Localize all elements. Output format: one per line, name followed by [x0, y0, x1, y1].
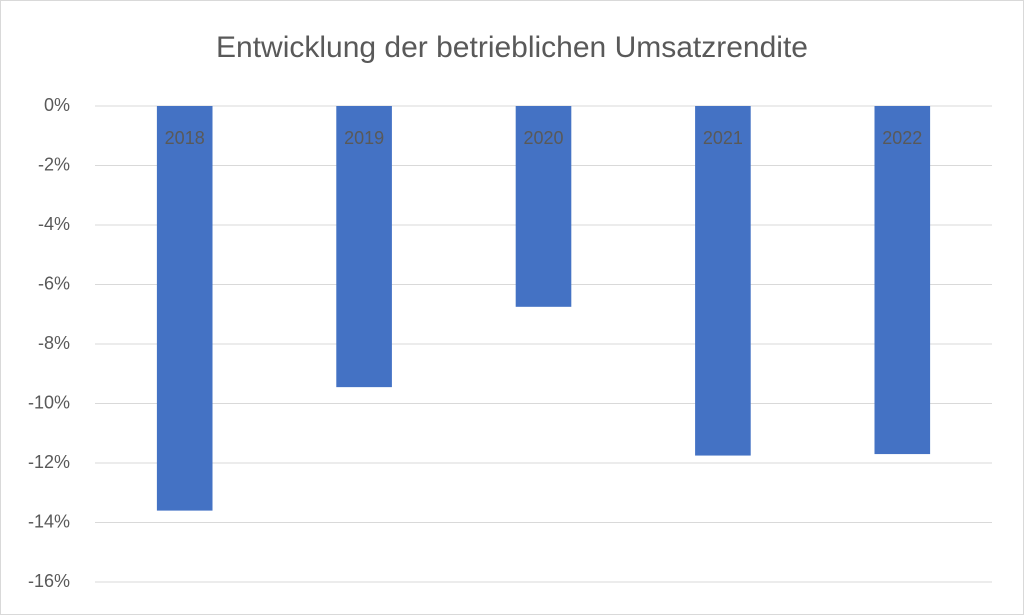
y-tick-label: -4%: [38, 214, 70, 234]
y-tick-label: -16%: [28, 571, 70, 591]
x-tick-label: 2018: [165, 128, 205, 148]
chart-title: Entwicklung der betrieblichen Umsatzrend…: [216, 31, 808, 64]
x-tick-label: 2019: [344, 128, 384, 148]
y-tick-label: -2%: [38, 154, 70, 174]
x-tick-label: 2020: [523, 128, 563, 148]
y-tick-label: -14%: [28, 511, 70, 531]
y-tick-label: -12%: [28, 452, 70, 472]
bar: [695, 106, 751, 456]
bar: [156, 106, 213, 511]
y-tick-label: -10%: [28, 392, 70, 412]
x-tick-label: 2022: [882, 128, 922, 148]
bar: [336, 106, 392, 388]
y-tick-label: -8%: [38, 333, 70, 353]
y-tick-label: 0%: [44, 95, 70, 115]
bar: [874, 106, 931, 455]
y-tick-label: -6%: [38, 273, 70, 293]
bar: [515, 106, 572, 307]
x-tick-label: 2021: [703, 128, 743, 148]
